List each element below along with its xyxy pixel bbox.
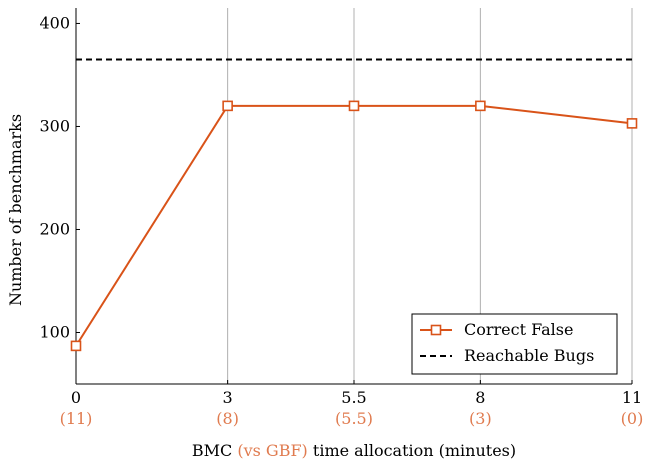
y-tick-label-0: 100 xyxy=(39,322,70,341)
x-secondary-tick-label-2: (5.5) xyxy=(335,409,373,428)
x-secondary-tick-label-1: (8) xyxy=(216,409,239,428)
x-tick-label-1: 3 xyxy=(223,388,233,407)
x-secondary-tick-label-4: (0) xyxy=(621,409,644,428)
x-secondary-tick-label-3: (3) xyxy=(469,409,492,428)
data-point-0-1 xyxy=(223,101,232,110)
legend-label-0: Correct False xyxy=(464,320,573,339)
y-tick-label-1: 200 xyxy=(39,219,70,238)
x-axis-label: BMC (vs GBF) time allocation (minutes) xyxy=(192,441,516,460)
data-point-0-2 xyxy=(350,101,359,110)
x-axis-label-suffix: time allocation (minutes) xyxy=(313,441,516,460)
x-secondary-tick-label-0: (11) xyxy=(60,409,93,428)
x-axis-label-prefix: BMC xyxy=(192,441,232,460)
x-tick-label-3: 8 xyxy=(475,388,485,407)
data-point-0-4 xyxy=(628,119,637,128)
legend-label-ref-0: Reachable Bugs xyxy=(464,346,594,365)
legend-swatch-marker-0 xyxy=(432,326,441,335)
data-point-0-0 xyxy=(72,341,81,350)
x-tick-label-4: 11 xyxy=(622,388,642,407)
y-tick-label-2: 300 xyxy=(39,116,70,135)
y-tick-label-3: 400 xyxy=(39,13,70,32)
x-axis-label-highlight: (vs GBF) xyxy=(237,441,307,460)
data-point-0-3 xyxy=(476,101,485,110)
x-tick-label-2: 5.5 xyxy=(341,388,366,407)
y-axis-label: Number of benchmarks xyxy=(6,114,25,306)
x-tick-label-0: 0 xyxy=(71,388,81,407)
legend: Correct False Reachable Bugs xyxy=(412,314,617,374)
